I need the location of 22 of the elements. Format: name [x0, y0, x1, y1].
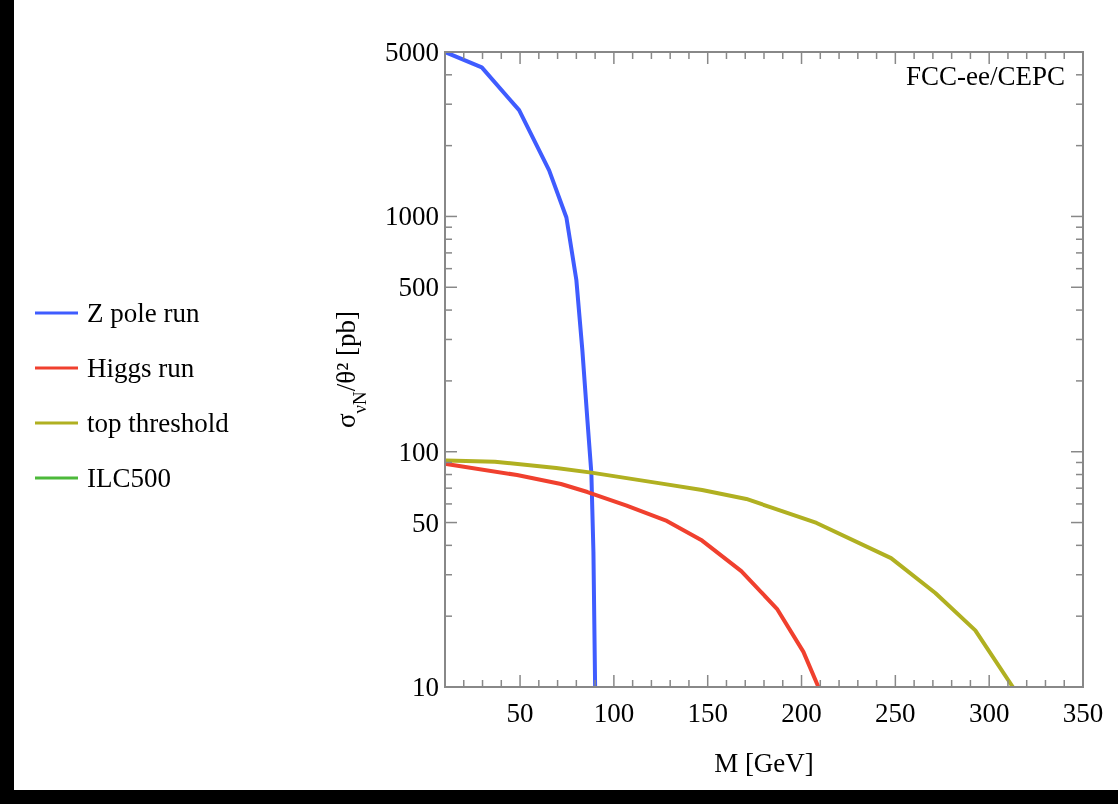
y-tick-label: 1000 [385, 201, 439, 232]
legend-label: ILC500 [87, 463, 171, 493]
line-series [445, 52, 598, 687]
y-tick-label: 10 [412, 672, 439, 702]
x-tick-label: 100 [593, 698, 635, 728]
y-tick-label: 500 [398, 272, 439, 303]
x-axis-title: M [GeV] [714, 748, 814, 778]
y-tick-label: 100 [398, 436, 439, 467]
line-series [445, 462, 821, 687]
annotation: FCC-ee/CEPC [905, 61, 1065, 91]
x-tick-label: 200 [781, 698, 822, 728]
legend-label: Z pole run [87, 298, 200, 328]
y-tick-label: 5000 [385, 37, 439, 67]
x-tick-label: 350 [1062, 698, 1104, 728]
x-tick-label: 250 [875, 698, 916, 728]
line-series [445, 458, 1015, 687]
legend-label: top threshold [87, 408, 230, 438]
x-tick-label: 50 [506, 698, 534, 728]
legend-label: Higgs run [87, 353, 195, 383]
x-tick-label: 300 [968, 698, 1010, 728]
y-tick-label: 50 [412, 507, 439, 538]
x-tick-label: 150 [687, 698, 728, 728]
